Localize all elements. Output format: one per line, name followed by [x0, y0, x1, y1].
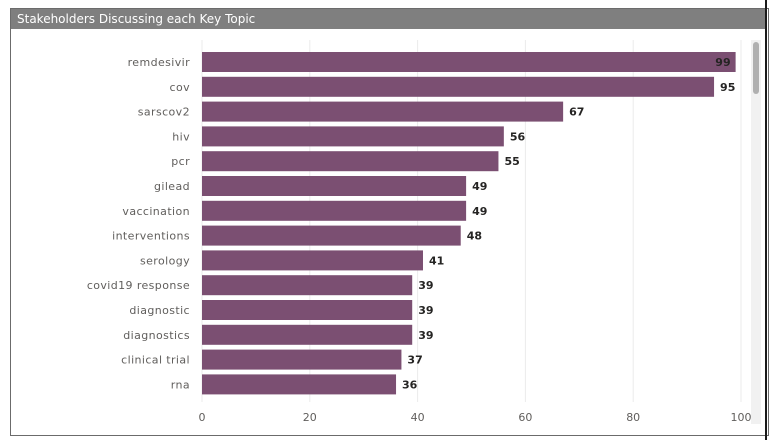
data-label: 41	[429, 254, 444, 267]
category-label: pcr	[171, 155, 190, 168]
x-tick-label: 100	[731, 411, 752, 424]
category-label: rna	[171, 378, 190, 391]
data-label: 48	[467, 230, 482, 243]
bar	[202, 324, 413, 345]
bar	[202, 151, 499, 172]
bar	[202, 200, 467, 221]
category-label: hiv	[172, 130, 190, 143]
bar	[202, 250, 423, 271]
category-label: serology	[140, 254, 190, 267]
category-label: diagnostic	[129, 304, 190, 317]
category-label: clinical trial	[121, 354, 190, 367]
category-label: vaccination	[122, 205, 190, 218]
category-label: gilead	[154, 180, 190, 193]
chart-title: Stakeholders Discussing each Key Topic	[17, 12, 256, 26]
visual-header: Stakeholders Discussing each Key Topic	[11, 9, 766, 29]
category-label: interventions	[112, 230, 190, 243]
data-label: 39	[418, 304, 433, 317]
bar	[202, 126, 504, 147]
x-tick-label: 60	[518, 411, 532, 424]
bar	[202, 374, 397, 395]
data-label: 39	[418, 329, 433, 342]
x-tick-label: 40	[411, 411, 425, 424]
bar	[202, 225, 461, 246]
data-label: 55	[504, 155, 519, 168]
data-label: 49	[472, 180, 487, 193]
data-label: 56	[510, 130, 526, 143]
category-label: diagnostics	[123, 329, 190, 342]
bar	[202, 275, 413, 296]
data-label: 99	[715, 56, 730, 69]
window-edge	[765, 0, 767, 440]
category-label: remdesivir	[128, 56, 190, 69]
x-tick-label: 20	[303, 411, 317, 424]
bar	[202, 101, 564, 122]
data-label: 37	[407, 354, 422, 367]
bar	[202, 76, 715, 97]
bar	[202, 176, 467, 196]
data-label: 36	[402, 378, 418, 391]
x-tick-label: 0	[199, 411, 206, 424]
data-label: 67	[569, 106, 584, 119]
bar	[202, 52, 736, 72]
data-label: 39	[418, 279, 433, 292]
category-label: cov	[170, 81, 191, 94]
x-tick-label: 80	[626, 411, 640, 424]
scrollbar[interactable]	[751, 40, 761, 424]
bar	[202, 349, 402, 370]
data-label: 49	[472, 205, 487, 218]
category-label: covid19 response	[87, 279, 190, 292]
data-label: 95	[720, 81, 735, 94]
bar	[202, 300, 413, 320]
category-label: sarscov2	[138, 106, 190, 119]
scrollbar-thumb[interactable]	[753, 42, 759, 94]
